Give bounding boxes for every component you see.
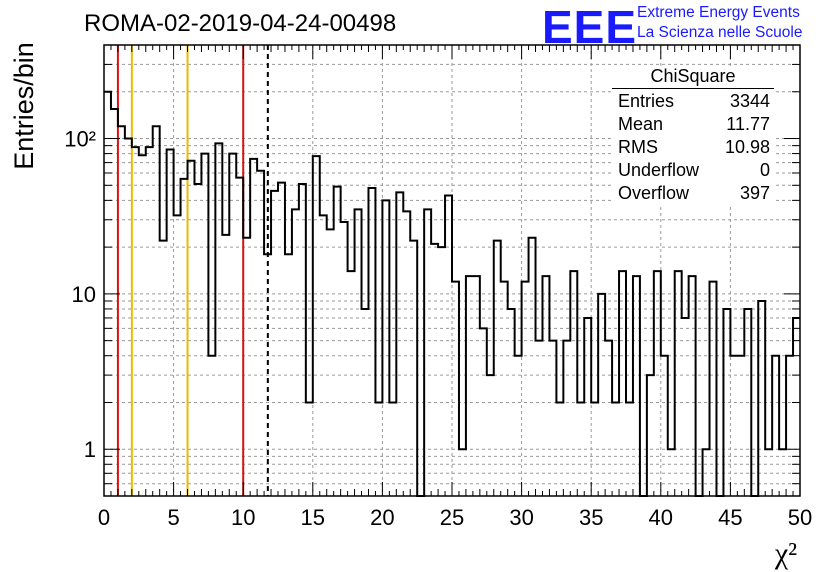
stats-label: Overflow xyxy=(618,183,690,203)
y-axis-label: Entries/bin xyxy=(9,42,39,170)
x-tick-label: 5 xyxy=(167,505,179,530)
x-tick-label: 40 xyxy=(649,505,673,530)
x-tick-label: 20 xyxy=(370,505,394,530)
histogram-series xyxy=(104,90,800,497)
stats-label: Underflow xyxy=(618,160,700,180)
stats-label: Entries xyxy=(618,91,675,111)
stats-row-overflow: Overflow 397 xyxy=(612,182,774,205)
stats-value: 11.77 xyxy=(726,114,770,134)
stats-value: 0 xyxy=(759,160,770,180)
eee-logo: EEE xyxy=(542,1,638,53)
logo-line-1: Extreme Energy Events xyxy=(637,4,800,21)
stats-box: ChiSquare Entries 3344 Mean 11.77 RMS 10… xyxy=(612,66,774,205)
reference-lines xyxy=(116,45,269,496)
x-axis-label: χ² xyxy=(774,537,797,570)
logo-line-2: La Scienza nelle Scuole xyxy=(637,24,803,41)
x-tick-label: 10 xyxy=(231,505,255,530)
stats-row-underflow: Underflow 0 xyxy=(612,159,774,182)
run-title: ROMA-02-2019-04-24-00498 xyxy=(84,10,397,37)
y-tick-label: 1 xyxy=(84,437,96,462)
x-tick-label: 50 xyxy=(788,505,812,530)
x-tick-label: 25 xyxy=(440,505,464,530)
stats-row-entries: Entries 3344 xyxy=(612,90,774,113)
stats-row-mean: Mean 11.77 xyxy=(612,113,774,136)
x-tick-label: 0 xyxy=(98,505,110,530)
stats-label: RMS xyxy=(618,137,658,157)
stats-value: 397 xyxy=(739,183,770,203)
axis-tick-labels: 0 5 10 15 20 25 30 35 40 45 50 1 10 10² xyxy=(64,127,812,530)
stats-value: 10.98 xyxy=(724,137,770,157)
stats-value: 3344 xyxy=(729,91,770,111)
x-tick-label: 15 xyxy=(301,505,325,530)
stats-label: Mean xyxy=(618,114,664,134)
stats-row-rms: RMS 10.98 xyxy=(612,136,774,159)
stats-title: ChiSquare xyxy=(612,66,774,89)
x-tick-label: 30 xyxy=(509,505,533,530)
y-tick-label: 10 xyxy=(72,282,96,307)
y-tick-label: 10² xyxy=(64,127,96,152)
x-tick-label: 35 xyxy=(579,505,603,530)
axis-ticks xyxy=(103,44,801,497)
x-tick-label: 45 xyxy=(718,505,742,530)
